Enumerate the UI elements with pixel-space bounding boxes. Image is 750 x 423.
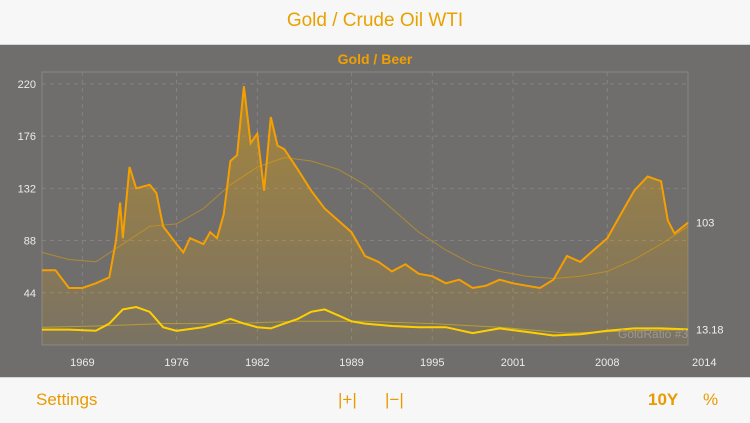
y-tick-label: 132 (18, 183, 36, 195)
x-tick-label: 1982 (245, 357, 269, 369)
x-tick-label: 1969 (70, 357, 94, 369)
x-tick-label: 1995 (420, 357, 444, 369)
last-value-secondary: 13.18 (696, 324, 724, 336)
top-bar: Gold / Crude Oil WTI (0, 0, 750, 45)
y-tick-label: 176 (18, 131, 36, 143)
gold-beer-line (42, 86, 689, 290)
watermark: GoldRatio #3 (618, 327, 688, 341)
x-tick-label: 2001 (501, 357, 525, 369)
x-axis-ticks: 1969 1976 1982 1989 1995 2001 2008 2014 (70, 357, 716, 369)
zoom-out-button[interactable]: |−| (385, 390, 404, 409)
y-tick-label: 44 (24, 288, 36, 300)
bottom-bar: Settings |+| |−| 10Y % (0, 377, 750, 423)
chart-area[interactable]: Gold / Beer 44 88 132 176 220 1969 1976 1982 19… (0, 45, 750, 377)
gold-beer-area (42, 86, 688, 345)
last-value-primary: 103 (696, 218, 714, 230)
percent-toggle-button[interactable]: % (703, 390, 719, 409)
y-tick-label: 88 (24, 236, 36, 248)
gold-beer-average-line (41, 156, 689, 280)
secondary-ratio-line (42, 305, 689, 337)
x-tick-label: 1976 (164, 357, 188, 369)
x-tick-label: 1989 (339, 357, 363, 369)
x-tick-label: 2008 (595, 357, 619, 369)
app-title[interactable]: Gold / Crude Oil WTI (286, 10, 464, 31)
chart-title[interactable]: Gold / Beer (338, 51, 413, 67)
settings-button[interactable]: Settings (36, 390, 98, 409)
x-tick-label: 2014 (692, 357, 716, 369)
range-10y-button[interactable]: 10Y (648, 390, 679, 409)
y-tick-label: 220 (18, 79, 36, 91)
y-axis-ticks: 44 88 132 176 220 (18, 79, 36, 300)
zoom-in-button[interactable]: |+| (338, 390, 357, 409)
